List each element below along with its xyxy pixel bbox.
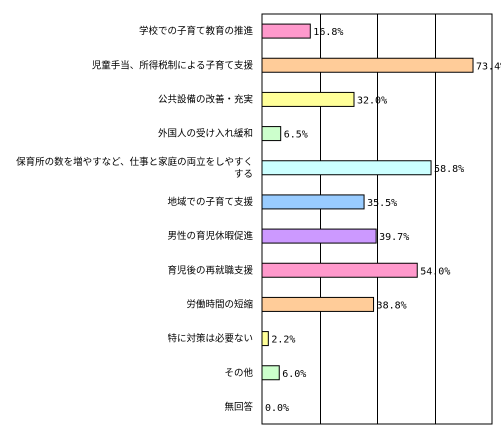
bar <box>261 331 269 347</box>
bar <box>261 23 311 39</box>
value-label: 39.7% <box>379 232 409 243</box>
bar <box>261 126 282 142</box>
category-label: 男性の育児休暇促進 <box>167 230 253 242</box>
value-label: 2.2% <box>271 335 295 346</box>
category-label: 学校での子育て教育の推進 <box>139 25 254 37</box>
value-label: 6.5% <box>284 130 308 141</box>
category-label: 保育所の数を増やすなど、仕事と家庭の両立をしやすく <box>16 156 253 168</box>
value-label: 35.5% <box>367 198 397 209</box>
category-label: 育児後の再就職支援 <box>167 264 253 276</box>
value-label: 54.0% <box>420 266 450 277</box>
value-labels: 16.8% 73.4% 32.0% 6.5% 58.8% 35.5% 39.7% 54.0% 3… <box>265 27 501 414</box>
value-label: 32.0% <box>357 95 387 106</box>
category-label: 外国人の受け入れ緩和 <box>158 128 253 140</box>
category-label: その他 <box>224 367 253 379</box>
value-label: 73.4% <box>476 61 501 72</box>
gridlines <box>320 14 436 424</box>
bars <box>261 23 474 381</box>
category-label: 児童手当、所得税制による子育て支援 <box>92 59 254 71</box>
bar <box>261 91 355 107</box>
bar <box>261 160 432 176</box>
value-label: 38.8% <box>377 300 407 311</box>
value-label: 16.8% <box>313 27 343 38</box>
category-label: 労働時間の短縮 <box>186 298 253 310</box>
value-label: 58.8% <box>434 164 464 175</box>
bar <box>261 57 474 73</box>
category-label: 無回答 <box>224 401 253 413</box>
category-label: 公共設備の改善・充実 <box>158 93 254 105</box>
category-label: する <box>234 169 253 180</box>
value-label: 6.0% <box>282 369 306 380</box>
bar <box>261 228 377 244</box>
bar <box>261 296 375 312</box>
bar <box>261 194 365 210</box>
category-label: 地域での子育て支援 <box>167 196 253 208</box>
bar <box>261 365 280 381</box>
category-labels: 学校での子育て教育の推進児童手当、所得税制による子育て支援公共設備の改善・充実外… <box>16 25 253 413</box>
bar <box>261 262 418 278</box>
value-label: 0.0% <box>265 403 289 414</box>
category-label: 特に対策は必要ない <box>167 333 253 345</box>
